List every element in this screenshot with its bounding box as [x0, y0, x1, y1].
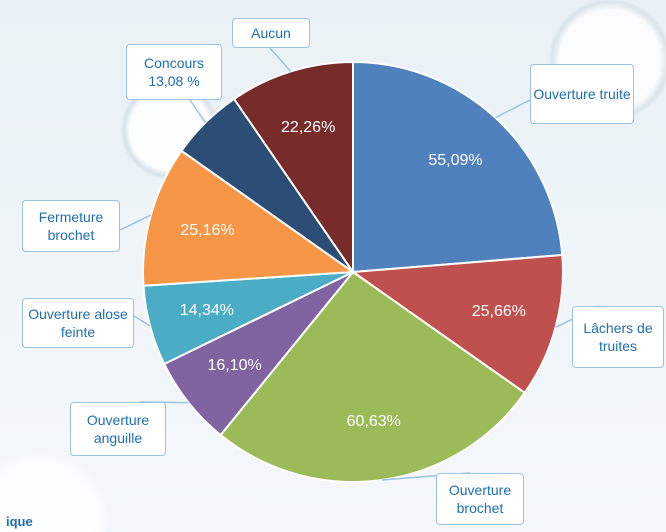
callout: Fermeture brochet — [22, 200, 120, 252]
category-label: Ouverture brochet — [448, 482, 512, 516]
callout: Ouverture brochet — [436, 473, 524, 525]
pie-slice — [219, 270, 527, 483]
value-label: 16,10% — [207, 357, 261, 374]
callout: Lâchers de truites — [572, 306, 664, 368]
category-label: Ouverture truite — [533, 86, 631, 102]
category-label: Fermeture brochet — [38, 209, 104, 243]
leader-line — [495, 99, 531, 119]
category-label: Lâchers de truites — [583, 320, 653, 354]
category-label: Ouverture anguille — [86, 412, 150, 446]
callout: Ouverture anguille — [70, 402, 166, 456]
value-label: 25,16% — [180, 222, 234, 239]
value-label: 25,66% — [472, 303, 526, 320]
callout: Aucun — [232, 18, 310, 48]
callout: Ouverture truite — [530, 64, 634, 124]
value-label: 13,08 % — [148, 73, 200, 89]
callout: Ouverture alose feinte — [22, 298, 134, 348]
category-label: Ouverture alose feinte — [28, 306, 128, 340]
callout: Concours 13,08 % — [126, 44, 222, 100]
leader-line — [189, 99, 207, 123]
value-label: 55,09% — [428, 152, 482, 169]
leader-line — [269, 47, 292, 72]
pie-slice — [232, 60, 354, 276]
value-label: 22,26% — [281, 119, 335, 136]
caption: ique — [6, 514, 33, 529]
leader-line — [133, 315, 151, 327]
leader-line — [119, 214, 152, 231]
pie-slice — [350, 253, 564, 395]
value-label: 14,34% — [180, 302, 234, 319]
category-label: Concours — [144, 55, 204, 71]
value-label: 60,63% — [347, 413, 401, 430]
category-label: Aucun — [251, 25, 291, 41]
